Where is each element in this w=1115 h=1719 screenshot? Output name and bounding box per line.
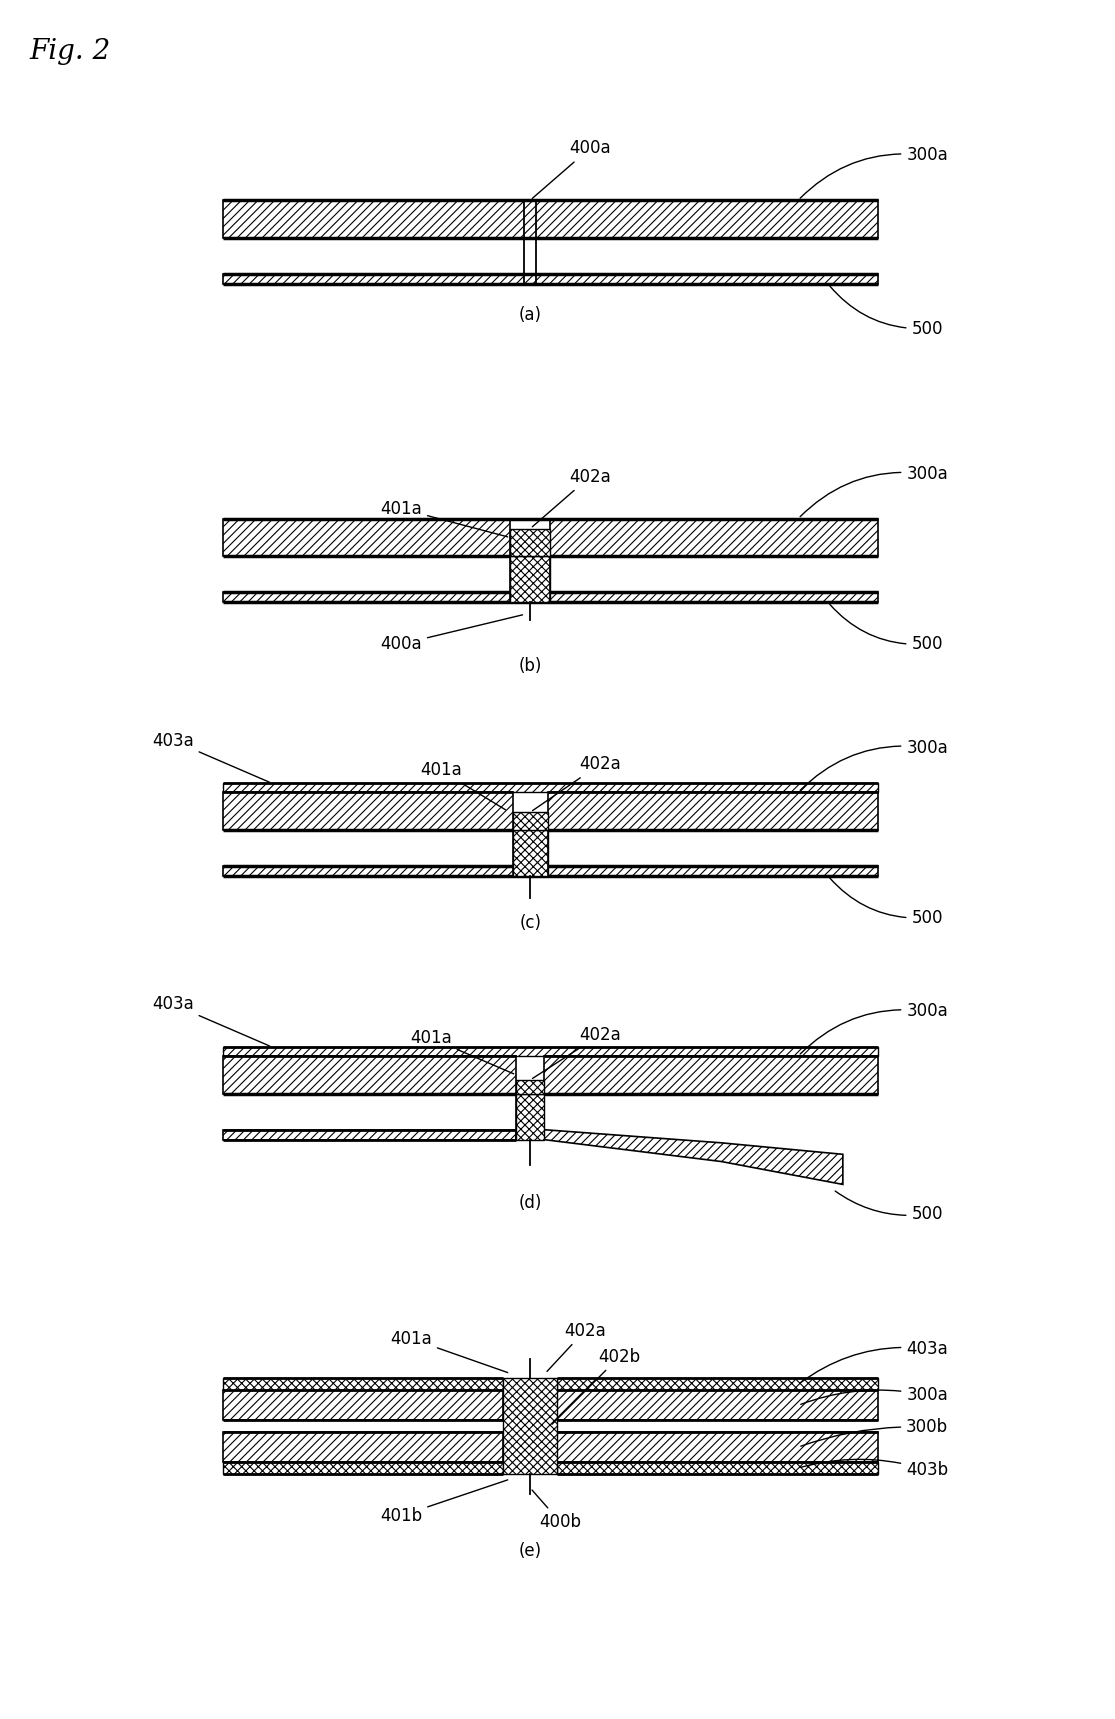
Text: 300b: 300b <box>801 1418 948 1446</box>
Bar <box>223 1055 516 1093</box>
Text: 403a: 403a <box>152 995 270 1045</box>
Bar <box>223 792 513 830</box>
Text: (d): (d) <box>518 1195 542 1212</box>
Bar <box>511 529 550 557</box>
Bar <box>223 1463 503 1473</box>
Bar <box>223 1379 503 1391</box>
Bar <box>511 557 550 602</box>
Text: 400a: 400a <box>380 615 523 653</box>
Bar <box>223 273 878 284</box>
Text: 402a: 402a <box>533 755 621 811</box>
Text: 401a: 401a <box>420 762 505 810</box>
Text: 401a: 401a <box>380 500 507 536</box>
Text: 401a: 401a <box>410 1030 514 1074</box>
Text: (a): (a) <box>518 306 542 323</box>
Bar <box>223 1391 503 1420</box>
Text: 403a: 403a <box>801 1339 948 1382</box>
Text: 500: 500 <box>830 878 943 927</box>
Bar <box>223 1047 878 1055</box>
Bar <box>516 1080 544 1093</box>
Bar <box>544 1055 878 1093</box>
Text: (e): (e) <box>518 1542 542 1559</box>
Text: 300a: 300a <box>801 739 948 791</box>
Text: 500: 500 <box>830 285 943 337</box>
Text: 403b: 403b <box>801 1459 948 1478</box>
Bar <box>513 813 547 830</box>
Text: 401b: 401b <box>380 1480 507 1525</box>
Text: 403a: 403a <box>152 732 270 782</box>
Text: (b): (b) <box>518 657 542 676</box>
Text: 300a: 300a <box>801 464 948 517</box>
Bar <box>547 792 878 830</box>
Text: 300a: 300a <box>801 1387 948 1404</box>
Text: Fig. 2: Fig. 2 <box>29 38 110 65</box>
Text: 402a: 402a <box>547 1322 605 1372</box>
Text: 401a: 401a <box>390 1331 507 1372</box>
Text: 500: 500 <box>835 1191 943 1224</box>
Bar <box>223 519 511 557</box>
Text: 500: 500 <box>830 605 943 653</box>
Text: 300a: 300a <box>801 146 948 198</box>
Bar <box>223 593 878 602</box>
Text: 402a: 402a <box>532 468 611 526</box>
Bar <box>503 1379 558 1473</box>
Bar <box>558 1463 878 1473</box>
Bar <box>558 1432 878 1463</box>
Polygon shape <box>544 1129 843 1184</box>
Text: 402a: 402a <box>533 1026 621 1078</box>
Text: 300a: 300a <box>801 1002 948 1054</box>
Bar <box>513 830 547 877</box>
Bar <box>558 1391 878 1420</box>
Bar <box>550 519 878 557</box>
Bar <box>223 784 878 792</box>
Text: 400a: 400a <box>532 139 611 198</box>
Bar <box>223 1432 503 1463</box>
Text: (c): (c) <box>520 915 541 932</box>
Bar <box>558 1379 878 1391</box>
Bar <box>516 1093 544 1140</box>
Bar <box>223 199 878 237</box>
Text: 400b: 400b <box>532 1490 581 1532</box>
Bar <box>223 866 878 877</box>
Bar <box>223 1129 516 1140</box>
Text: 402b: 402b <box>552 1348 641 1425</box>
